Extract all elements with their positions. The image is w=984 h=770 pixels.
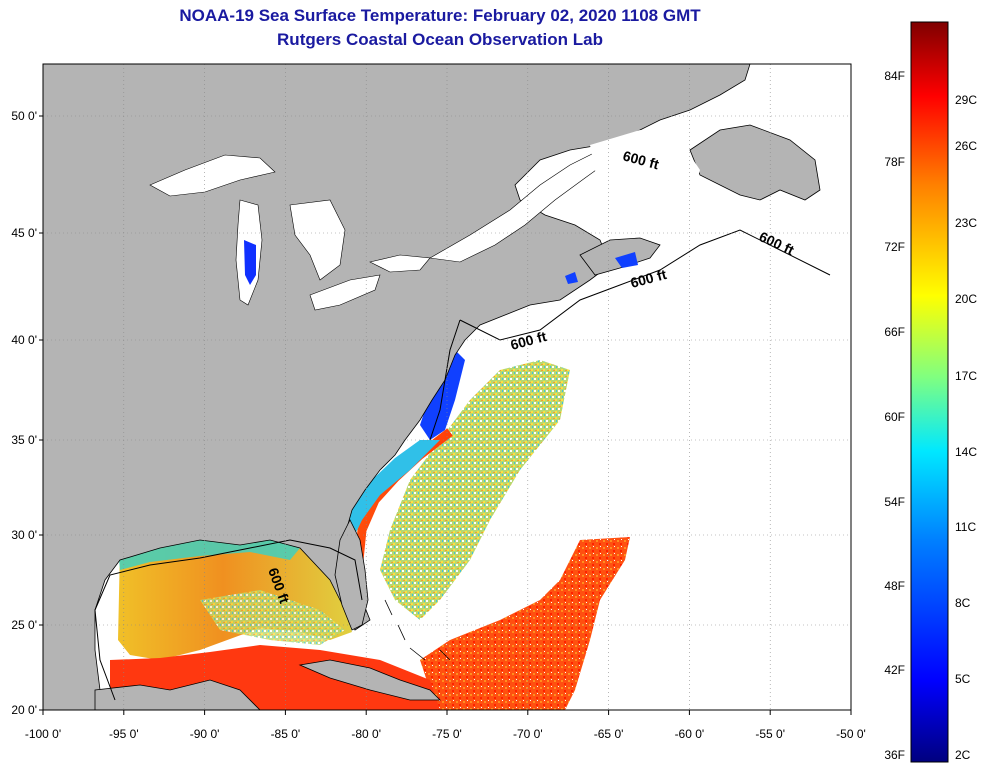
gulf-st-lawrence: [590, 130, 700, 215]
lon-tick-label: -65 0': [594, 727, 624, 741]
land-cuba: [298, 659, 441, 701]
colorbar-c-label: 23C: [955, 216, 977, 230]
contour-600ft: [94, 229, 831, 701]
colorbar-fahrenheit-labels: 84F 78F 72F 66F 60F 54F 48F 42F 36F: [884, 69, 905, 762]
colorbar-f-label: 60F: [884, 410, 905, 424]
sst-cold-patch: [565, 252, 638, 284]
lon-tick-label: -100 0': [25, 727, 61, 741]
colorbar-c-label: 8C: [955, 596, 971, 610]
lon-tick-label: -75 0': [432, 727, 462, 741]
land-florida: [334, 519, 369, 631]
lat-tick-label: 50 0': [11, 109, 37, 123]
colorbar-f-label: 36F: [884, 748, 905, 762]
lat-tick-label: 25 0': [11, 618, 37, 632]
map-title: NOAA-19 Sea Surface Temperature: Februar…: [179, 6, 701, 25]
lon-tick-label: -50 0': [836, 727, 866, 741]
colorbar-c-label: 14C: [955, 445, 977, 459]
longitude-axis: -100 0' -95 0' -90 0' -85 0' -80 0' -75 0' -70…: [25, 710, 866, 741]
colorbar-c-label: 11C: [955, 520, 976, 534]
land-newfoundland: [689, 124, 821, 201]
lake-huron: [289, 199, 346, 281]
lake-ontario: [369, 254, 431, 273]
colorbar-c-label: 2C: [955, 748, 971, 762]
colorbar-c-label: 20C: [955, 292, 977, 306]
sst-atlantic-speckle: [380, 360, 570, 620]
colorbar-f-label: 78F: [884, 155, 905, 169]
lat-tick-label: 45 0': [11, 226, 37, 240]
lon-tick-label: -85 0': [271, 727, 301, 741]
colorbar-f-label: 42F: [884, 663, 905, 677]
land-bahamas: [384, 599, 451, 661]
lon-tick-label: -90 0': [190, 727, 220, 741]
map-subtitle: Rutgers Coastal Ocean Observation Lab: [277, 30, 603, 49]
colorbar-f-label: 66F: [884, 325, 905, 339]
colorbar-celsius-labels: 29C 26C 23C 20C 17C 14C 11C 8C 5C 2C: [955, 93, 977, 762]
lat-tick-label: 40 0': [11, 333, 37, 347]
colorbar: [910, 21, 949, 763]
lat-tick-label: 30 0': [11, 528, 37, 542]
lat-tick-label: 20 0': [11, 703, 37, 717]
colorbar-f-label: 54F: [884, 495, 905, 509]
sst-sargasso-warm: [420, 537, 630, 710]
sst-gulf-speckle: [200, 590, 345, 645]
colorbar-f-label: 84F: [884, 69, 905, 83]
colorbar-f-label: 72F: [884, 240, 905, 254]
colorbar-c-label: 26C: [955, 139, 977, 153]
colorbar-c-label: 17C: [955, 369, 977, 383]
lon-tick-label: -95 0': [109, 727, 139, 741]
lake-erie: [309, 274, 381, 311]
graticule: [43, 64, 851, 710]
lat-tick-label: 35 0': [11, 433, 37, 447]
lon-tick-label: -80 0': [351, 727, 381, 741]
colorbar-c-label: 29C: [955, 93, 977, 107]
lon-tick-label: -55 0': [755, 727, 785, 741]
colorbar-f-label: 48F: [884, 579, 905, 593]
latitude-axis: 50 0' 45 0' 40 0' 35 0' 30 0' 25 0' 20 0': [11, 109, 43, 717]
land-yucatan: [94, 679, 261, 710]
lon-tick-label: -60 0': [675, 727, 705, 741]
lon-tick-label: -70 0': [513, 727, 543, 741]
lake-michigan-cold: [244, 240, 256, 285]
land-north-america: [43, 64, 751, 710]
colorbar-c-label: 5C: [955, 672, 971, 686]
lake-superior: [149, 154, 276, 197]
